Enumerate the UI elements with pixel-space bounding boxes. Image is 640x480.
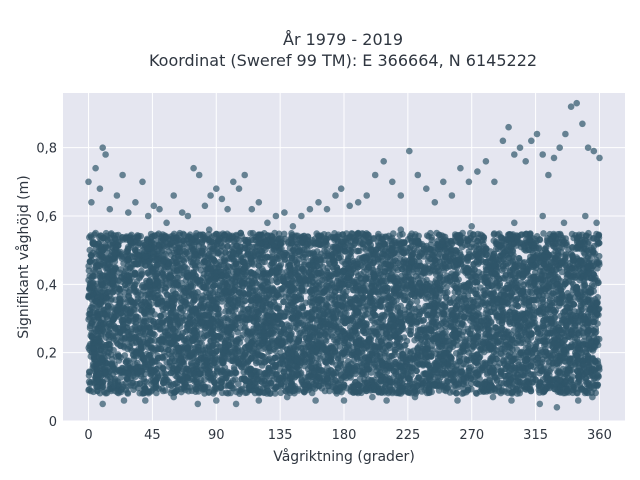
data-point bbox=[375, 230, 382, 238]
data-points bbox=[85, 99, 603, 411]
data-point bbox=[443, 284, 450, 291]
data-point bbox=[568, 230, 576, 238]
chart-title: År 1979 - 2019 bbox=[283, 30, 403, 49]
data-point bbox=[540, 230, 547, 237]
data-point bbox=[461, 296, 469, 303]
chart-subtitle: Koordinat (Sweref 99 TM): E 366664, N 61… bbox=[149, 51, 537, 70]
data-point bbox=[218, 389, 226, 397]
data-point bbox=[121, 352, 129, 359]
data-point bbox=[241, 297, 249, 304]
data-point bbox=[490, 237, 498, 244]
